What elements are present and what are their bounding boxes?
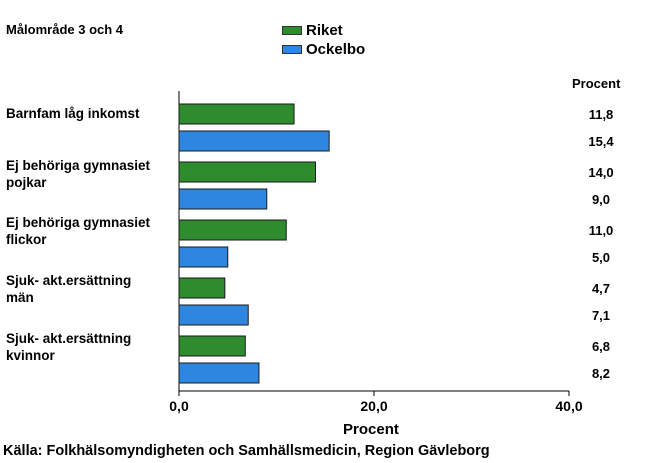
bar-riket-4 — [178, 335, 246, 357]
legend-label-ockelbo: Ockelbo — [306, 41, 366, 58]
bar-ockelbo-4 — [178, 362, 260, 384]
category-label-1-line-0: Ej behöriga gymnasiet — [6, 158, 151, 173]
category-label-4: Sjuk- akt.ersättning kvinnor — [6, 330, 131, 364]
value-column-header: Procent — [572, 76, 621, 91]
value-label-ockelbo-4: 8,2 — [591, 366, 611, 381]
category-label-2: Ej behöriga gymnasiet flickor — [6, 214, 150, 248]
chart-title: Målområde 3 och 4 — [6, 22, 124, 37]
value-label-riket-2: 11,0 — [588, 223, 614, 238]
legend: Riket Ockelbo — [282, 21, 365, 59]
category-label-3-line-1: män — [6, 290, 34, 305]
category-label-1-line-1: pojkar — [6, 175, 47, 190]
bar-ockelbo-1 — [178, 188, 268, 210]
x-tick-label-0: 0,0 — [169, 398, 189, 414]
value-label-riket-0: 11,8 — [588, 107, 614, 122]
legend-label-riket: Riket — [306, 22, 343, 39]
value-label-ockelbo-1: 9,0 — [591, 192, 611, 207]
bar-riket-0 — [178, 103, 295, 125]
legend-swatch-riket — [282, 26, 302, 35]
category-label-0: Barnfam låg inkomst — [6, 105, 140, 122]
category-label-3: Sjuk- akt.ersättning män — [6, 272, 131, 306]
x-tick-label-1: 20,0 — [360, 398, 388, 414]
x-axis-label: Procent — [343, 421, 399, 438]
x-tick-label-2: 40,0 — [555, 398, 583, 414]
category-label-4-line-1: kvinnor — [6, 348, 55, 363]
legend-item-riket: Riket — [282, 21, 365, 40]
value-label-ockelbo-0: 15,4 — [588, 134, 614, 149]
bar-riket-3 — [178, 277, 226, 299]
legend-swatch-ockelbo — [282, 45, 302, 54]
bar-ockelbo-3 — [178, 304, 249, 326]
category-label-2-line-1: flickor — [6, 232, 47, 247]
bar-ockelbo-2 — [178, 246, 229, 268]
category-label-4-line-0: Sjuk- akt.ersättning — [6, 331, 132, 346]
value-label-ockelbo-2: 5,0 — [591, 250, 611, 265]
category-label-3-line-0: Sjuk- akt.ersättning — [6, 273, 132, 288]
category-label-1: Ej behöriga gymnasiet pojkar — [6, 157, 150, 191]
legend-item-ockelbo: Ockelbo — [282, 40, 365, 59]
value-label-riket-1: 14,0 — [588, 165, 614, 180]
source-note: Källa: Folkhälsomyndigheten och Samhälls… — [3, 443, 490, 459]
bar-riket-2 — [178, 219, 287, 241]
value-label-riket-4: 6,8 — [591, 339, 611, 354]
value-label-riket-3: 4,7 — [591, 281, 611, 296]
category-label-2-line-0: Ej behöriga gymnasiet — [6, 215, 151, 230]
value-label-ockelbo-3: 7,1 — [591, 308, 611, 323]
bar-riket-1 — [178, 161, 316, 183]
category-label-0-line-0: Barnfam låg inkomst — [6, 106, 140, 121]
bar-ockelbo-0 — [178, 130, 330, 152]
